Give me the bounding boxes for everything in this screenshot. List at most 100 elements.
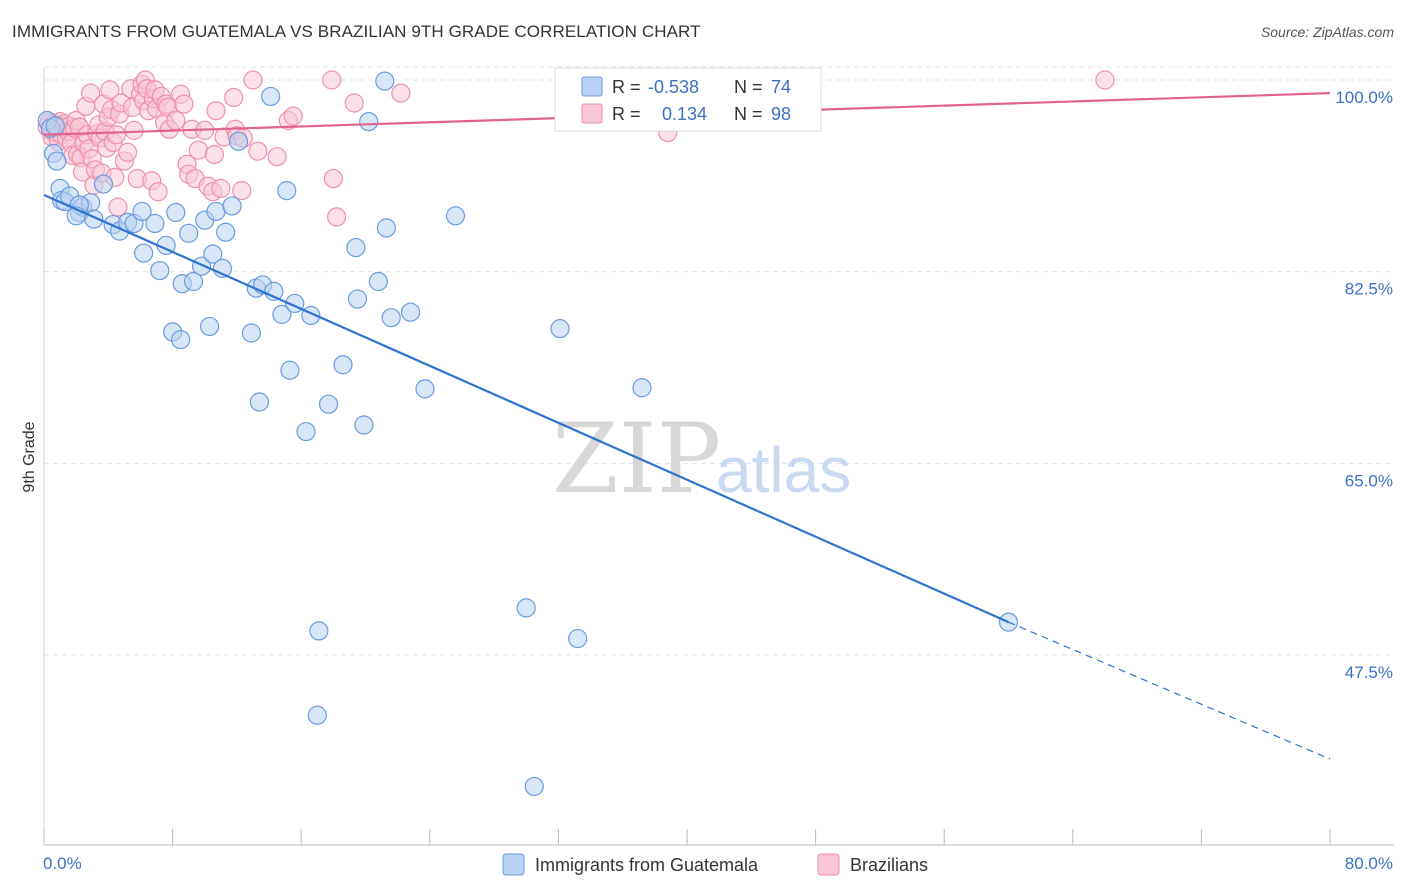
source-label: Source: ZipAtlas.com: [1260, 24, 1394, 40]
legend: R = -0.538 N = 74 R = 0.134 N = 98: [554, 67, 822, 132]
bottom-legend-swatch-brazilians: [817, 853, 840, 876]
data-point: [280, 360, 300, 380]
legend-r-label-1: R =: [612, 77, 641, 97]
data-point: [45, 116, 65, 136]
data-point: [318, 394, 339, 414]
y-tick-label: 65.0%: [1345, 471, 1393, 490]
trend-line-guatemala-extension: [1008, 621, 1331, 760]
data-point: [100, 80, 120, 100]
y-axis-label: 9th Grade: [21, 421, 38, 492]
data-point: [400, 302, 421, 322]
trend-line-guatemala: [43, 193, 1009, 624]
legend-n-value-2: 98: [771, 104, 791, 124]
legend-r-value-2: 0.134: [662, 104, 707, 124]
data-point: [179, 223, 199, 243]
watermark-atlas: atlas: [716, 434, 851, 506]
data-point: [632, 378, 652, 398]
bottom-legend: Immigrants from Guatemala Brazilians: [502, 853, 928, 876]
data-point: [206, 201, 226, 222]
legend-n-label-1: N =: [734, 77, 763, 97]
watermark: ZIP atlas: [552, 403, 851, 515]
data-point: [166, 202, 186, 223]
data-point: [203, 244, 223, 264]
data-point: [248, 141, 268, 161]
y-tick-label: 82.5%: [1345, 280, 1393, 299]
data-point: [249, 392, 270, 412]
data-point: [124, 120, 144, 140]
data-point: [376, 218, 396, 238]
data-point: [375, 71, 395, 91]
data-point: [243, 70, 263, 90]
data-point: [347, 289, 368, 309]
data-point: [346, 237, 366, 258]
legend-n-label-2: N =: [734, 104, 763, 124]
data-point: [277, 181, 297, 201]
series-guatemala: [37, 71, 1019, 797]
data-point: [222, 196, 242, 216]
data-point: [261, 86, 281, 107]
data-point: [150, 260, 170, 281]
data-point: [323, 168, 343, 189]
y-tick-label: 47.5%: [1345, 663, 1393, 682]
data-point: [359, 112, 379, 132]
data-point: [174, 94, 194, 114]
data-point: [228, 131, 249, 151]
data-point: [232, 181, 252, 201]
legend-r-label-2: R =: [612, 104, 641, 124]
data-point: [148, 182, 168, 202]
data-point: [108, 197, 128, 217]
bottom-legend-label-guatemala: Immigrants from Guatemala: [535, 855, 759, 875]
data-point: [211, 178, 231, 199]
data-point: [166, 110, 186, 131]
data-point: [132, 201, 152, 222]
data-point: [445, 206, 466, 226]
data-point: [272, 304, 292, 324]
data-point: [145, 213, 165, 234]
x-tick-label-max: 80.0%: [1345, 854, 1393, 873]
chart-title: IMMIGRANTS FROM GUATEMALA VS BRAZILIAN 9…: [12, 22, 701, 41]
data-point: [216, 222, 236, 242]
legend-r-value-1: -0.538: [648, 77, 699, 97]
data-point: [199, 316, 220, 337]
data-point: [381, 308, 401, 328]
x-tick-label-min: 0.0%: [43, 854, 82, 873]
bottom-legend-label-brazilians: Brazilians: [850, 855, 928, 875]
data-point: [171, 329, 191, 350]
data-point: [344, 93, 364, 113]
data-point: [204, 144, 224, 165]
data-point: [354, 415, 374, 435]
data-point: [550, 319, 570, 339]
data-point: [333, 355, 353, 375]
data-point: [93, 174, 114, 194]
y-tick-label: 100.0%: [1335, 88, 1393, 107]
data-point: [391, 83, 411, 103]
data-point: [568, 628, 588, 649]
bottom-legend-swatch-guatemala: [502, 853, 525, 876]
data-point: [322, 70, 342, 90]
data-point: [516, 598, 536, 618]
watermark-zip: ZIP: [552, 403, 721, 515]
data-point: [309, 621, 329, 641]
data-point: [81, 83, 101, 103]
data-point: [1095, 70, 1115, 90]
y-tick-labels: 47.5% 65.0% 82.5% 100.0%: [1335, 88, 1393, 682]
grid: [44, 66, 1394, 656]
data-point: [307, 705, 327, 725]
data-point: [326, 207, 347, 227]
data-point: [206, 101, 226, 121]
data-point: [188, 140, 208, 160]
legend-swatch-brazilians: [581, 103, 603, 124]
data-point: [368, 271, 388, 292]
data-point: [283, 106, 303, 126]
data-point: [117, 142, 138, 162]
data-point: [106, 125, 126, 145]
data-point: [241, 323, 261, 343]
data-point: [524, 776, 544, 797]
data-point: [296, 421, 316, 442]
data-point: [224, 87, 244, 108]
data-point: [267, 147, 287, 167]
x-ticks: [43, 829, 1331, 845]
data-point: [134, 243, 154, 263]
legend-n-value-1: 74: [771, 77, 791, 97]
